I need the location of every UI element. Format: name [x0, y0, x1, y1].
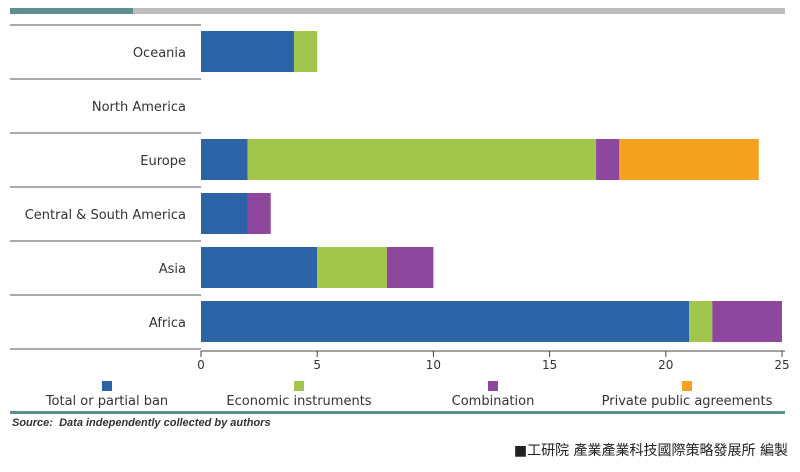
- x-tick-label: 20: [658, 358, 673, 372]
- source-note: Source: Data independently collected by …: [12, 417, 271, 429]
- credit-text: ■工研院 產業產業科技國際策略發展所 編製: [513, 443, 788, 459]
- bar-segment: [596, 139, 620, 180]
- x-tick-label: 15: [542, 358, 557, 372]
- top-bar-rest: [133, 8, 785, 14]
- legend-swatch: [294, 381, 304, 391]
- legend-label: Total or partial ban: [45, 394, 168, 409]
- legend: Total or partial ban Economic instruments…: [45, 381, 773, 409]
- legend-swatch: [102, 381, 112, 391]
- category-label: Europe: [140, 154, 186, 169]
- category-labels: Oceania North America Europe Central & Sout…: [10, 24, 201, 350]
- legend-swatch: [682, 381, 692, 391]
- source-text: Data independently collected by authors: [59, 417, 271, 429]
- legend-label: Economic instruments: [226, 394, 371, 409]
- legend-label: Private public agreements: [602, 394, 773, 409]
- bar-segment: [689, 301, 713, 342]
- category-label: Asia: [159, 262, 186, 277]
- x-axis: 0 5 10 15 20 25: [197, 350, 790, 372]
- bar-segment: [386, 247, 434, 288]
- bar-segment: [247, 139, 597, 180]
- source-prefix: Source:: [12, 417, 53, 429]
- category-label: North America: [92, 100, 186, 115]
- top-bar-accent: [10, 8, 133, 14]
- bar-segment: [317, 247, 387, 288]
- category-label: Central & South America: [25, 208, 186, 223]
- legend-swatch: [488, 381, 498, 391]
- bottom-divider: [10, 411, 785, 414]
- category-label: Africa: [149, 316, 186, 331]
- legend-label: Combination: [452, 394, 535, 409]
- bar-segment: [201, 193, 248, 234]
- bar-segment: [201, 31, 294, 72]
- category-label: Oceania: [133, 46, 186, 61]
- bar-segment: [201, 301, 690, 342]
- x-tick-label: 0: [197, 358, 205, 372]
- x-tick-label: 25: [774, 358, 789, 372]
- bar-segment: [201, 139, 248, 180]
- bar-segment: [201, 247, 318, 288]
- bar-segment: [247, 193, 271, 234]
- bars-layer: [201, 31, 782, 342]
- bar-segment: [293, 31, 318, 72]
- x-tick-label: 10: [426, 358, 441, 372]
- bar-segment: [619, 139, 759, 180]
- bar-segment: [712, 301, 782, 342]
- x-tick-label: 5: [313, 358, 321, 372]
